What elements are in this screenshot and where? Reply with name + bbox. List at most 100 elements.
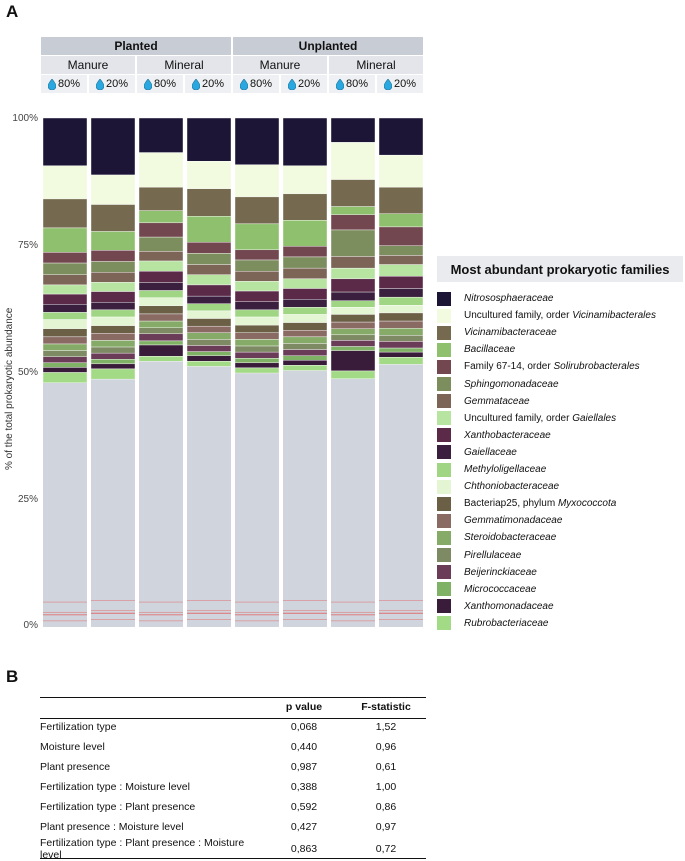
- bar-segment: [378, 288, 424, 298]
- legend-swatch: [437, 291, 451, 306]
- bar-segment: [186, 117, 232, 162]
- bar-segment: [234, 223, 280, 251]
- bar-segment: [42, 252, 88, 264]
- bar-segment: [186, 161, 232, 189]
- bar-segment: [186, 325, 232, 333]
- bar-segment: [378, 213, 424, 228]
- legend-label: Family 67-14, order Solirubrobacterales: [464, 361, 640, 373]
- legend-label: Pirellulaceae: [464, 549, 522, 561]
- legend-item: Steroidobacteraceae: [437, 530, 556, 545]
- bar-segment: [282, 256, 328, 269]
- ytick-50: 50%: [17, 367, 38, 378]
- legend-label: Gemmataceae: [464, 395, 530, 407]
- bar-segment: [90, 359, 136, 365]
- legend-item: Family 67-14, order Solirubrobacterales: [437, 359, 640, 374]
- bar-segment: [282, 314, 328, 323]
- legend-label: Methyloligellaceae: [464, 464, 547, 475]
- bar-segment: [42, 284, 88, 295]
- ytick-25: 25%: [17, 494, 38, 505]
- bar-segment: [378, 357, 424, 365]
- bar-segment: [282, 349, 328, 356]
- legend-item: Beijerinckiaceae: [437, 565, 537, 580]
- legend-swatch: [437, 530, 451, 545]
- bar-segment: [234, 271, 280, 282]
- bar-segment: [282, 343, 328, 350]
- bar-segment: [378, 312, 424, 322]
- water-drop-icon: [383, 78, 392, 90]
- bar-segment: [42, 304, 88, 313]
- bar-segment: [90, 272, 136, 283]
- stats-table: p value F-statistic Fertilization type 0,…: [40, 697, 426, 861]
- bar-segment: [138, 327, 184, 335]
- legend-label: Vicinamibacteraceae: [464, 327, 557, 339]
- bar-segment: [90, 231, 136, 251]
- header-moisture-3: 20%: [185, 75, 231, 93]
- bar-segment: [90, 340, 136, 348]
- bar-segment: [186, 295, 232, 304]
- legend-swatch: [437, 445, 451, 460]
- effect-cell: Fertilization type: [40, 721, 117, 733]
- bar-segment: [282, 299, 328, 308]
- table-row: Fertilization type : Plant presence : Mo…: [40, 837, 426, 861]
- header-moisture-2: 80%: [137, 75, 183, 93]
- header-unplanted: Unplanted: [233, 37, 423, 55]
- fstat-cell: 0,72: [375, 843, 397, 855]
- header-moisture-1: 20%: [89, 75, 135, 93]
- bar-segment: [138, 290, 184, 298]
- bar-segment: [42, 274, 88, 286]
- legend-item: Uncultured family, order Gaiellales: [437, 411, 616, 426]
- bar-segment: [330, 179, 376, 207]
- table-row: Moisture level 0,440 0,96: [40, 737, 426, 757]
- y-axis-label: % of the total prokaryotic abundance: [4, 307, 15, 470]
- legend-swatch: [437, 548, 451, 562]
- bar-segment: [378, 335, 424, 342]
- bar-segment: [90, 325, 136, 334]
- legend-item: Gaiellaceae: [437, 445, 517, 460]
- water-drop-icon: [335, 78, 344, 90]
- bar-segment: [330, 206, 376, 215]
- legend-label: Steroidobacteraceae: [464, 532, 557, 544]
- bar-segment: [138, 297, 184, 307]
- legend-swatch: [437, 411, 451, 426]
- bar-segment: [330, 370, 376, 379]
- bar-segment: [186, 361, 232, 367]
- fstat-cell: 0,86: [375, 801, 397, 813]
- effect-cell: Fertilization type : Moisture level: [40, 781, 190, 793]
- legend-title: Most abundant prokaryotic families: [437, 256, 683, 282]
- effect-cell: Fertilization type : Plant presence : Mo…: [40, 837, 245, 861]
- moisture-label: 20%: [297, 78, 321, 90]
- bar-segment: [138, 344, 184, 357]
- bar-segment: [330, 300, 376, 308]
- bar-segment: [234, 316, 280, 326]
- bar-segment: [330, 334, 376, 341]
- table-row: Fertilization type 0,068 1,52: [40, 717, 426, 737]
- bar-segment: [234, 196, 280, 225]
- bar-segment: [234, 367, 280, 374]
- legend-item: Sphingomonadaceae: [437, 377, 559, 392]
- bar-segment: [282, 330, 328, 338]
- table-row: Plant presence : Moisture level 0,427 0,97: [40, 817, 426, 837]
- legend-swatch: [437, 308, 451, 323]
- legend-swatch: [437, 359, 451, 374]
- legend-label: Gemmatimonadaceae: [464, 515, 563, 527]
- water-drop-icon: [191, 78, 200, 90]
- bar-segment: [42, 356, 88, 364]
- bar-segment: [138, 333, 184, 342]
- water-drop-icon: [239, 78, 248, 90]
- bar-segment: [234, 259, 280, 272]
- bar-segment: [282, 322, 328, 331]
- bar-segment: [90, 261, 136, 273]
- legend-item: Uncultured family, order Vicinamibactera…: [437, 308, 656, 323]
- fstat-cell: 0,96: [375, 741, 397, 753]
- fstat-cell: 1,00: [375, 781, 397, 793]
- pvalue-cell: 0,440: [290, 741, 318, 753]
- bar-segment: [42, 372, 88, 383]
- bar-segment: [90, 174, 136, 205]
- bar-segment: [42, 293, 88, 305]
- legend-item: Pirellulaceae: [437, 548, 521, 563]
- bar-segment: [186, 345, 232, 352]
- bar-segment: [378, 154, 424, 188]
- bar-segment: [42, 328, 88, 338]
- bar-segment: [186, 351, 232, 356]
- legend-item: Micrococcaceae: [437, 582, 536, 597]
